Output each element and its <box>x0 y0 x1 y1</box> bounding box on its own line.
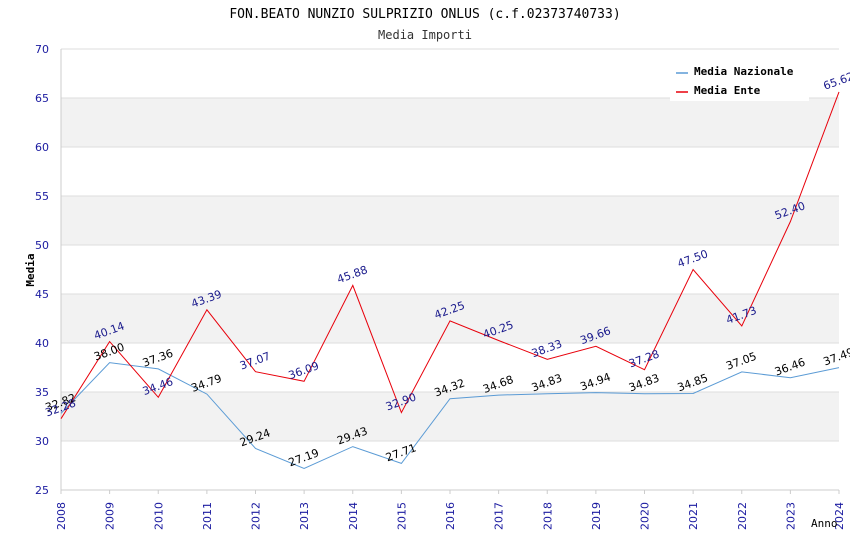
y-axis-label: Media <box>24 253 37 286</box>
x-tick-labels: 2008 2009 2010 2011 2012 2013 2014 2015 2016 2017… <box>55 502 846 530</box>
x-tick-label: 2022 <box>736 502 749 530</box>
series-line-media-ente <box>60 91 840 419</box>
data-label: 37.07 <box>238 350 272 373</box>
x-tick-label: 2008 <box>55 502 68 530</box>
x-tick-label: 2020 <box>639 502 652 530</box>
x-tick-label: 2024 <box>833 502 846 530</box>
data-label: 37.49 <box>822 345 850 368</box>
x-tick-label: 2017 <box>493 502 506 530</box>
y-tick-label: 30 <box>35 435 49 448</box>
x-tick-label: 2021 <box>687 502 700 530</box>
y-tick-label: 65 <box>35 92 49 105</box>
x-tick-label: 2013 <box>298 502 311 530</box>
legend: Media Nazionale Media Ente <box>670 59 809 101</box>
data-label: 27.19 <box>287 446 321 469</box>
y-tick-label: 25 <box>35 484 49 497</box>
grid-band <box>61 294 839 343</box>
legend-label-media-ente: Media Ente <box>694 84 761 97</box>
x-tick-label: 2019 <box>590 502 603 530</box>
data-label: 27.71 <box>384 441 418 464</box>
y-tick-label: 50 <box>35 239 49 252</box>
y-tick-label: 55 <box>35 190 49 203</box>
data-label: 34.83 <box>530 371 564 394</box>
series-line-media-nazionale <box>60 362 840 470</box>
data-label: 37.28 <box>627 347 661 370</box>
x-tick-label: 2010 <box>152 502 165 530</box>
data-label: 45.88 <box>335 263 369 286</box>
grid-band <box>61 98 839 147</box>
x-tick-label: 2016 <box>444 502 457 530</box>
y-tick-label: 40 <box>35 337 49 350</box>
y-tick-labels: 25 30 35 40 45 50 55 60 65 70 <box>35 43 49 497</box>
x-tick-label: 2014 <box>347 502 360 530</box>
grid-band <box>61 196 839 245</box>
axes <box>60 49 840 494</box>
y-tick-label: 45 <box>35 288 49 301</box>
x-tick-label: 2018 <box>541 502 554 530</box>
data-label: 37.36 <box>141 347 175 370</box>
grid-band <box>61 392 839 441</box>
x-tick-label: 2012 <box>250 502 263 530</box>
data-label: 34.94 <box>578 370 612 393</box>
y-tick-label: 60 <box>35 141 49 154</box>
data-label: 65.62 <box>822 70 850 93</box>
data-label: 38.00 <box>92 340 126 363</box>
x-tick-label: 2011 <box>201 502 214 530</box>
x-tick-label: 2015 <box>395 502 408 530</box>
x-tick-label: 2009 <box>104 502 117 530</box>
legend-box <box>670 59 809 101</box>
data-label: 37.05 <box>724 350 758 373</box>
chart-subtitle: Media Importi <box>378 28 472 42</box>
data-label: 34.79 <box>189 372 223 395</box>
y-tick-label: 70 <box>35 43 49 56</box>
series-lines <box>60 91 840 470</box>
legend-label-media-nazionale: Media Nazionale <box>694 65 794 78</box>
chart-title: FON.BEATO NUNZIO SULPRIZIO ONLUS (c.f.02… <box>229 7 620 22</box>
data-label: 36.09 <box>287 359 321 382</box>
x-axis-label: Anno <box>811 517 838 530</box>
y-tick-label: 35 <box>35 386 49 399</box>
data-label: 47.50 <box>676 247 710 270</box>
grid-bands <box>61 98 839 441</box>
data-label: 34.83 <box>627 371 661 394</box>
data-label: 34.85 <box>676 371 710 394</box>
x-tick-label: 2023 <box>784 502 797 530</box>
